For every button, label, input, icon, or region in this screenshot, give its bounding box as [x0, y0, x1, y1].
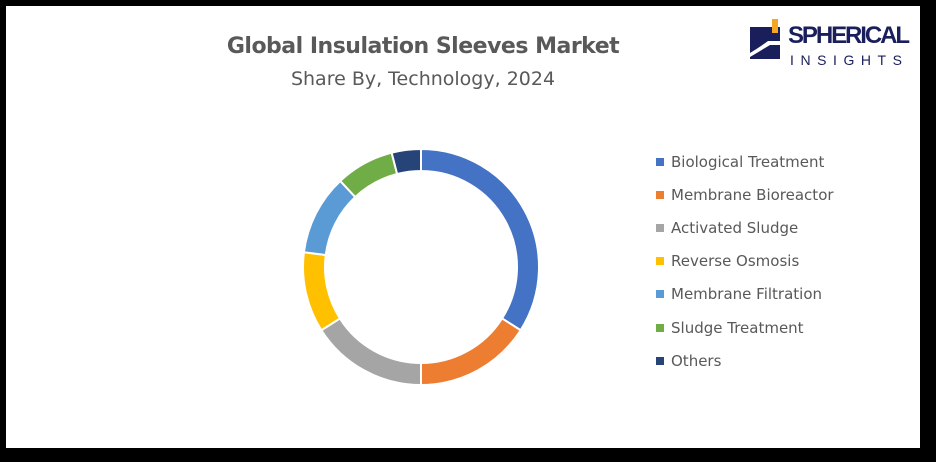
legend-label: Activated Sludge — [671, 218, 799, 237]
donut-slice-membrane-bioreactor — [420, 317, 523, 387]
donut-slice-sludge-treatment — [338, 151, 399, 199]
legend-item: Biological Treatment — [656, 145, 834, 178]
legend-swatch — [656, 223, 664, 232]
legend-swatch — [656, 257, 664, 266]
legend-swatch — [656, 356, 664, 365]
legend-label: Reverse Osmosis — [671, 252, 800, 271]
legend-label: Membrane Filtration — [671, 285, 823, 304]
legend-label: Sludge Treatment — [671, 318, 804, 337]
legend-item: Activated Sludge — [656, 211, 834, 244]
donut-slice-biological-treatment — [420, 147, 540, 332]
donut-slice-membrane-filtration — [302, 179, 357, 257]
chart-title: Global Insulation Sleeves Market — [226, 34, 620, 59]
donut-slice-activated-sludge — [319, 317, 422, 387]
legend-label: Others — [671, 351, 722, 370]
legend-swatch — [656, 290, 664, 299]
legend-item: Others — [656, 344, 834, 377]
legend-item: Membrane Filtration — [656, 278, 834, 311]
donut-slice-reverse-osmosis — [302, 251, 342, 332]
legend-item: Membrane Bioreactor — [656, 178, 834, 211]
svg-text:INSIGHTS: INSIGHTS — [790, 52, 908, 68]
legend-swatch — [656, 157, 664, 166]
legend-swatch — [656, 190, 664, 199]
donut-slice-others — [390, 147, 422, 176]
svg-text:SPHERICAL: SPHERICAL — [788, 22, 910, 49]
legend: Biological Treatment Membrane Bioreactor A… — [656, 145, 834, 377]
chart-subtitle: Share By, Technology, 2024 — [290, 68, 556, 90]
legend-swatch — [656, 323, 664, 332]
legend-label: Biological Treatment — [671, 152, 825, 171]
logo-mark-icon: SPHERICAL INSIGHTS — [750, 19, 910, 68]
legend-item: Sludge Treatment — [656, 311, 834, 344]
legend-label: Membrane Bioreactor — [671, 185, 834, 204]
legend-item: Reverse Osmosis — [656, 245, 834, 278]
spherical-insights-logo: SPHERICAL INSIGHTS — [750, 19, 915, 74]
